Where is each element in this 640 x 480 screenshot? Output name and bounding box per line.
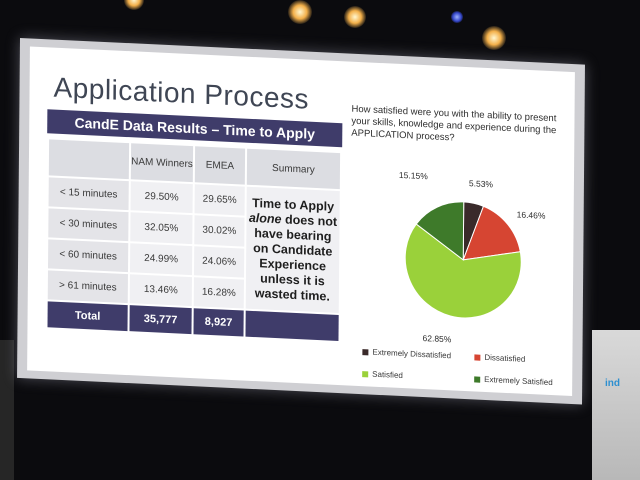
table-header-emea: EMEA xyxy=(194,146,246,185)
legend-item: Dissatisfied xyxy=(474,352,526,364)
left-stand xyxy=(0,340,14,480)
slice-label-dissatisfied: 16.46% xyxy=(516,209,546,221)
table-header-summary: Summary xyxy=(246,148,341,190)
table-header-blank xyxy=(48,139,130,180)
projection-screen: Application Process CandE Data Results –… xyxy=(17,38,585,405)
legend-label: Dissatisfied xyxy=(484,352,526,364)
slice-label-extremely-satisfied: 15.15% xyxy=(398,169,428,182)
ceiling-light-4 xyxy=(482,26,506,50)
row-label: < 60 minutes xyxy=(48,239,129,273)
nam-value: 29.50% xyxy=(130,181,193,214)
ceiling-light-blue xyxy=(451,11,463,23)
total-nam: 35,777 xyxy=(129,305,192,335)
legend-item: Extremely Dissatisfied xyxy=(362,347,451,360)
pie-chart xyxy=(388,181,539,338)
total-emea: 8,927 xyxy=(193,308,244,337)
row-label: < 15 minutes xyxy=(48,177,129,211)
slice-label-satisfied: 62.85% xyxy=(422,332,452,345)
legend-item: Satisfied xyxy=(362,369,403,380)
slide-title: Application Process xyxy=(53,71,310,115)
row-label: > 61 minutes xyxy=(47,270,128,304)
side-banner-text: ind xyxy=(605,378,620,389)
total-label: Total xyxy=(47,301,128,332)
slice-label-extremely-dissatisfied: 5.53% xyxy=(468,178,494,190)
pie-svg xyxy=(404,201,522,319)
emea-value: 29.65% xyxy=(194,184,245,216)
row-label: < 30 minutes xyxy=(48,208,129,242)
legend-swatch xyxy=(362,371,369,378)
emea-value: 24.06% xyxy=(193,246,245,278)
summary-cell: Time to Apply alone does not have bearin… xyxy=(245,186,340,314)
ceiling-light-3 xyxy=(344,6,366,28)
side-banner xyxy=(592,330,640,480)
chart-title: How satisfied were you with the ability … xyxy=(351,103,557,144)
chart-legend: Extremely Dissatisfied Dissatisfied Sati… xyxy=(362,347,572,387)
legend-label: Extremely Satisfied xyxy=(484,374,553,388)
nam-value: 24.99% xyxy=(129,243,193,276)
ceiling-light-2 xyxy=(288,0,312,24)
pie-slice-extremely-satisfied xyxy=(415,201,465,261)
legend-label: Satisfied xyxy=(372,369,403,381)
nam-value: 32.05% xyxy=(130,212,193,245)
ceiling-light-1 xyxy=(124,0,144,10)
results-table: NAM Winners EMEA Summary < 15 minutes 29… xyxy=(45,137,342,343)
emea-value: 30.02% xyxy=(194,215,245,247)
legend-swatch xyxy=(474,376,481,383)
presentation-slide: Application Process CandE Data Results –… xyxy=(27,46,575,397)
summary-emphasis: alone xyxy=(248,210,282,226)
emea-value: 16.28% xyxy=(193,277,244,309)
summary-part2: does not have bearing on Candidate Exper… xyxy=(253,212,338,304)
pie-slice-dissatisfied xyxy=(462,205,521,261)
legend-item: Extremely Satisfied xyxy=(474,374,553,387)
table-header-nam: NAM Winners xyxy=(130,143,194,183)
nam-value: 13.46% xyxy=(129,274,192,307)
total-blank xyxy=(245,310,339,342)
legend-label: Extremely Dissatisfied xyxy=(372,347,452,361)
pie-slice-satisfied xyxy=(404,223,522,319)
legend-swatch xyxy=(474,354,481,361)
legend-swatch xyxy=(362,349,369,356)
